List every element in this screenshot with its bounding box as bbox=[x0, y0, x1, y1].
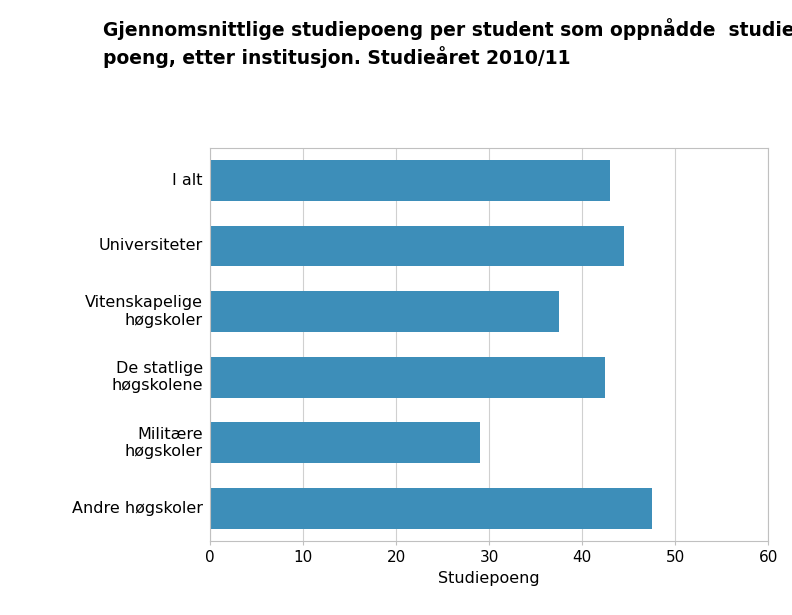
X-axis label: Studiepoeng: Studiepoeng bbox=[438, 571, 540, 585]
Bar bbox=[210, 488, 652, 529]
Bar bbox=[210, 292, 559, 332]
Text: Gjennomsnittlige studiepoeng per student som oppnådde  studie-
poeng, etter inst: Gjennomsnittlige studiepoeng per student… bbox=[103, 18, 792, 68]
Bar bbox=[210, 160, 610, 200]
Bar bbox=[210, 226, 624, 266]
Bar bbox=[210, 423, 480, 463]
Bar bbox=[210, 357, 605, 397]
